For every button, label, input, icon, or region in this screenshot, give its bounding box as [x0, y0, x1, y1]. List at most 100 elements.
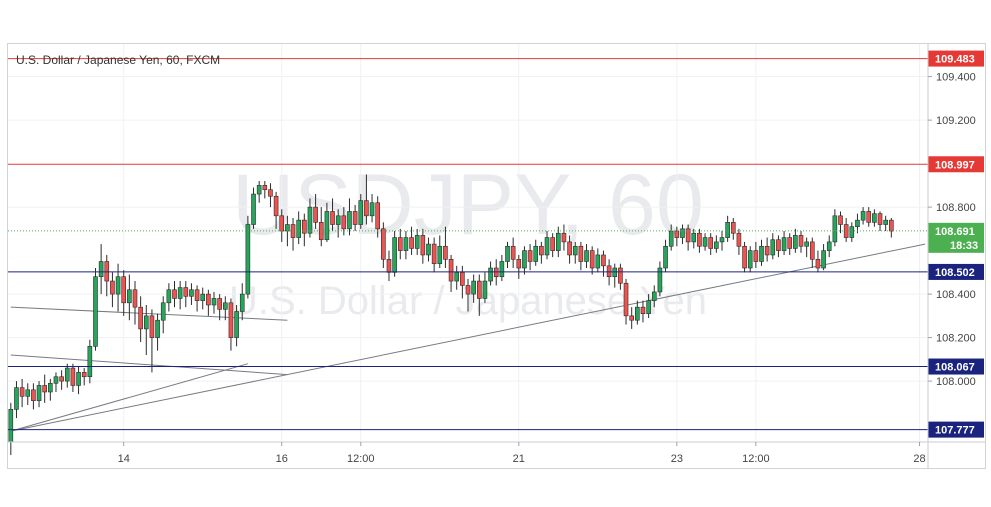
candle-body [177, 287, 183, 299]
candle-body [76, 372, 81, 386]
trend-line [10, 354, 288, 376]
candle-body [352, 211, 358, 225]
candle-body [460, 272, 465, 286]
candle-body [14, 387, 19, 410]
candle-body [522, 250, 527, 269]
candle-body [719, 237, 725, 243]
candle-body [19, 387, 25, 397]
candle-body [381, 228, 386, 260]
candle-body [482, 280, 488, 299]
candle-body [302, 219, 307, 234]
candle-body [149, 315, 155, 338]
candle-body [855, 219, 860, 227]
candle-body [849, 226, 855, 238]
watermark-symbol: USDJPY, 60 [232, 157, 704, 253]
candle-body [685, 228, 691, 243]
candle-body [335, 215, 341, 225]
y-tick-label: 108.000 [936, 376, 976, 388]
candle-body [702, 237, 708, 247]
candle-body [251, 193, 256, 225]
candle-body [431, 243, 437, 264]
candle-body [759, 245, 764, 262]
candle-body [70, 367, 76, 386]
candle-body [375, 202, 380, 230]
countdown-label: 18:33 [950, 240, 978, 252]
candle-body [138, 306, 143, 330]
candle-body [595, 254, 601, 269]
candle-body [358, 200, 364, 225]
candle-body [245, 224, 251, 295]
candle-body [115, 276, 121, 295]
candle-body [584, 250, 589, 262]
candle-body [228, 302, 234, 338]
candle-body [392, 237, 397, 273]
candle-body [81, 372, 87, 378]
candle-body [601, 254, 606, 267]
axes: 108.000108.200108.400108.800109.200109.4… [8, 44, 986, 469]
candle-body [93, 276, 98, 347]
trend-line [10, 243, 926, 432]
candle-body [730, 222, 736, 234]
candle-body [397, 237, 403, 251]
candle-body [234, 311, 239, 338]
candle-body [651, 291, 657, 301]
candle-body [454, 272, 460, 282]
candle-body [347, 211, 352, 230]
candle-body [268, 189, 273, 197]
candle-body [403, 237, 409, 251]
candle-body [279, 215, 285, 232]
candle-body [877, 213, 883, 225]
level-tag [928, 156, 984, 173]
y-tick-label: 108.400 [936, 289, 976, 301]
candle-body [747, 250, 753, 269]
candle-body [753, 250, 759, 262]
trend-line [10, 363, 249, 432]
level-tag-label: 108.997 [935, 159, 975, 171]
candle-body [657, 267, 663, 293]
candle-body [544, 237, 550, 256]
level-tag-label: 108.502 [935, 267, 975, 279]
x-tick-label: 12:00 [347, 453, 375, 465]
candle-body [341, 215, 347, 230]
candle-body [821, 250, 826, 269]
candle-body [764, 245, 770, 256]
candle-body [409, 237, 414, 249]
horizontal-levels: 109.483 108.997 108.502 108.067 107.777 108.6… [8, 50, 984, 438]
candle-body [87, 346, 93, 378]
candle-body [781, 237, 787, 251]
candle-body [256, 185, 262, 195]
candle-body [476, 280, 482, 299]
candle-body [533, 245, 539, 262]
x-tick-label: 12:00 [742, 453, 770, 465]
candle-body [104, 261, 110, 282]
candle-body [646, 300, 651, 314]
candle-body [499, 261, 505, 278]
candle-body [793, 235, 798, 249]
candle-body [697, 232, 702, 247]
candle-body [239, 293, 245, 312]
candle-body [110, 280, 115, 295]
candle-body [189, 289, 194, 297]
candle-body [206, 293, 211, 306]
candle-body [516, 259, 522, 269]
level-tag [928, 358, 984, 375]
candle-body [776, 239, 781, 251]
candle-body [680, 228, 685, 238]
candle-body [324, 211, 330, 241]
chart-title: U.S. Dollar / Japanese Yen, 60, FXCM [16, 53, 220, 67]
candle-body [386, 259, 392, 273]
candle-body [809, 241, 815, 260]
candle-body [527, 250, 533, 262]
candle-body [330, 211, 335, 225]
candle-body [211, 298, 217, 306]
candle-body [420, 235, 426, 256]
candle-body [8, 409, 14, 443]
candle-body [674, 230, 680, 238]
candle-body [465, 285, 471, 295]
candle-body [550, 237, 555, 251]
y-tick-label: 108.200 [936, 333, 976, 345]
candle-body [53, 376, 59, 384]
candle-body [364, 200, 369, 217]
candle-body [273, 195, 279, 217]
